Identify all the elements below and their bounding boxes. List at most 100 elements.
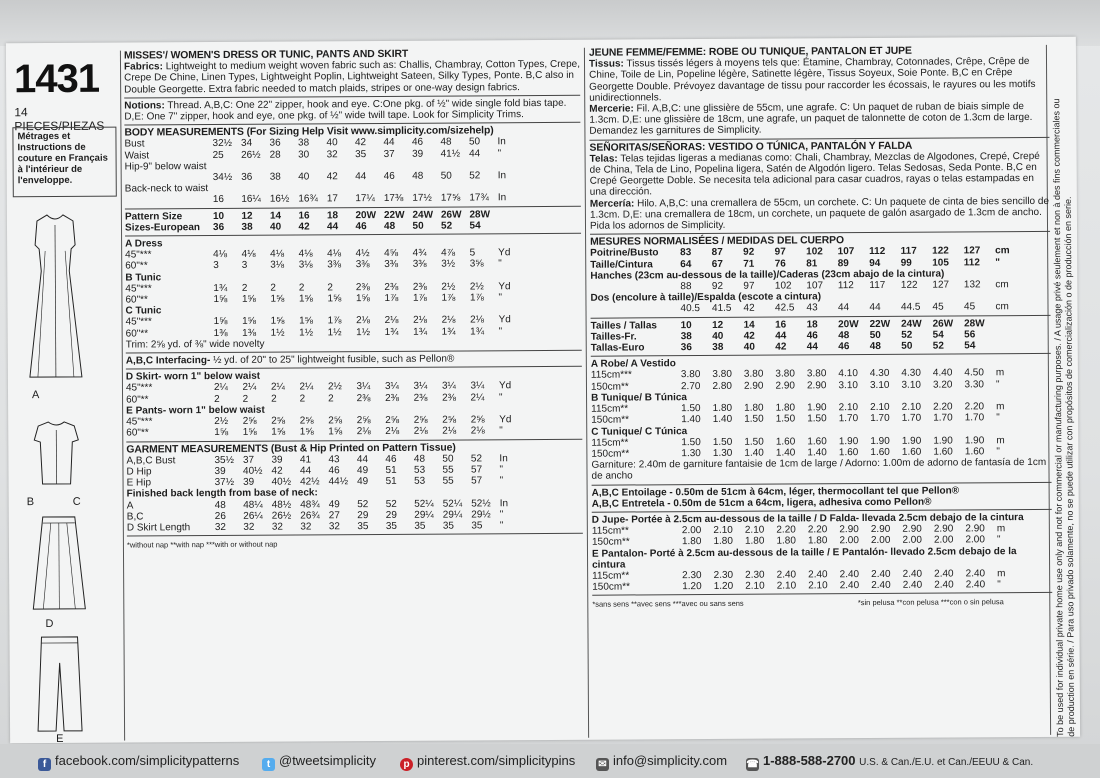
cell-value: 2½ (441, 281, 456, 293)
pinterest-link[interactable]: p pinterest.com/simplicitypins (400, 753, 575, 771)
cell-value: 2⅝ (328, 415, 343, 427)
yardage-table: 115cm** 1.50 1.80 1.80 1.80 1.90 2.10 2.10 2.10 2… (591, 401, 1004, 426)
cell-value: 1⅝ (270, 316, 285, 328)
row-label: 60"** (125, 294, 148, 306)
cell-value: 64 (680, 258, 692, 270)
email-icon: ✉ (596, 758, 609, 771)
cell-value: 2.10 (838, 402, 859, 414)
cell-value: 4¾ (412, 247, 427, 260)
cell-value: 26W (440, 209, 462, 221)
cell-value: 4⅞ (441, 247, 456, 259)
cell-value: 2⅜ (412, 281, 427, 293)
cell-value: 3.10 (869, 379, 890, 391)
row-label: Back-neck to waist (124, 183, 209, 195)
view-d-label: D (45, 617, 54, 631)
row-label: 45"*** (125, 249, 152, 261)
unit: " (497, 147, 502, 159)
cell-value: 28 (269, 149, 281, 161)
cell-value: 2.90 (933, 523, 954, 535)
row-label: Sizes-European (124, 221, 201, 234)
interfacing-label: A,B,C Interfacing- (125, 355, 211, 367)
cell-value: 54 (469, 220, 481, 232)
email-link[interactable]: ✉ info@simplicity.com (596, 753, 727, 771)
cell-value: 2.40 (808, 569, 828, 581)
cell-value: 46 (838, 341, 850, 353)
cell-value: 16 (212, 194, 224, 206)
row-label: 115cm** (592, 570, 630, 582)
cell-value: 3½ (441, 258, 456, 271)
cell-value: 55 (442, 464, 454, 476)
cell-value: 49 (357, 476, 369, 488)
cell-value: 1.60 (775, 436, 796, 448)
cell-value: 2.10 (776, 580, 797, 592)
cell-value: 52 (440, 220, 453, 232)
cell-value: 28W (469, 208, 491, 221)
unit: cm (995, 245, 1010, 257)
cell-value: 1.30 (712, 447, 733, 459)
cell-value: 3¼ (470, 380, 485, 392)
twitter-link[interactable]: t @tweetsimplicity (262, 753, 376, 771)
cell-value: 1⅝ (270, 293, 285, 305)
cell-value: 1.80 (776, 535, 796, 547)
cell-value: 44 (355, 171, 367, 183)
cell-value: 24W (901, 318, 922, 330)
notions-label: Notions: (124, 100, 165, 112)
facebook-link[interactable]: f facebook.com/simplicitypatterns (38, 753, 239, 771)
garniture-line: Garniture: 2.40m de garniture fantaisie … (591, 457, 1047, 483)
cell-value: 39 (243, 476, 255, 488)
cell-value: 32 (214, 521, 226, 533)
yardage-table: 115cm** 2.30 2.30 2.30 2.40 2.40 2.40 2.40 2.40 2… (592, 568, 1005, 593)
unit: " (995, 378, 1000, 390)
unit: Yd (498, 281, 511, 293)
cell-value: 2 (241, 282, 248, 294)
footer-bar: f facebook.com/simplicitypatterns t @tweet… (0, 744, 1100, 778)
cell-value: 1⅞ (441, 292, 456, 304)
cell-value: 49 (328, 498, 340, 510)
unit: Yd (498, 247, 511, 259)
cell-value: 1.90 (807, 402, 827, 414)
cell-value: 4⅛ (327, 248, 342, 260)
mercerie-label: Mercerie: (589, 103, 634, 115)
interfacing-text: ½ yd. of 20" to 25" lightweight fusible,… (213, 353, 455, 367)
cell-value: 88 (680, 281, 692, 293)
cell-value: 26¾ (300, 510, 320, 522)
cell-value: 2.30 (682, 569, 702, 582)
cell-value: 2 (271, 393, 277, 405)
unit: m (996, 523, 1006, 535)
cell-value: 49 (356, 464, 369, 477)
cell-value: 2.10 (870, 401, 890, 414)
unit: " (997, 579, 1001, 591)
cell-value: 16 (775, 319, 787, 331)
cell-value: 2⅝ (413, 414, 428, 426)
cell-value: 55 (442, 475, 454, 487)
cell-value: 99 (900, 257, 912, 269)
cell-value: 46 (383, 170, 395, 183)
cell-value: 1.40 (744, 447, 764, 459)
row-label: Poitrine/Busto (590, 247, 659, 260)
cell-value: 50 (440, 170, 452, 182)
cell-value: 127 (932, 279, 950, 291)
cell-value: 2⅛ (384, 315, 399, 327)
cell-value: 1.50 (775, 413, 796, 425)
cell-value: 1.90 (870, 435, 890, 447)
cell-value: 52¼ (414, 498, 434, 510)
cell-value: 2⅝ (442, 414, 457, 426)
cell-value: 1¾ (384, 326, 399, 338)
cell-value: 45 (932, 302, 944, 314)
cell-value: 39 (214, 465, 226, 477)
cell-value: 29 (357, 509, 369, 521)
row-label: 115cm** (591, 403, 629, 415)
cell-value: 3¼ (441, 381, 456, 393)
phone-info: ☎ 1-888-588-2700 U.S. & Can./E.U. et Can.… (746, 753, 1033, 771)
cell-value: 2.40 (934, 568, 954, 580)
cell-value: 102 (774, 280, 792, 292)
cell-value: 48 (869, 341, 881, 353)
cell-value: 52 (357, 498, 369, 510)
unit: " (996, 534, 1001, 546)
telas-paragraph: Telas: Telas tejidas ligeras a medianas … (590, 151, 1050, 199)
cell-value: 40 (298, 171, 310, 183)
cell-value: 1⅝ (327, 293, 342, 305)
cell-value: 17⅜ (383, 193, 404, 205)
table-row: 150cm** 1.20 1.20 2.10 2.10 2.10 2.40 2.40 2.40 2… (592, 579, 1005, 593)
cell-value: 112 (837, 280, 854, 292)
